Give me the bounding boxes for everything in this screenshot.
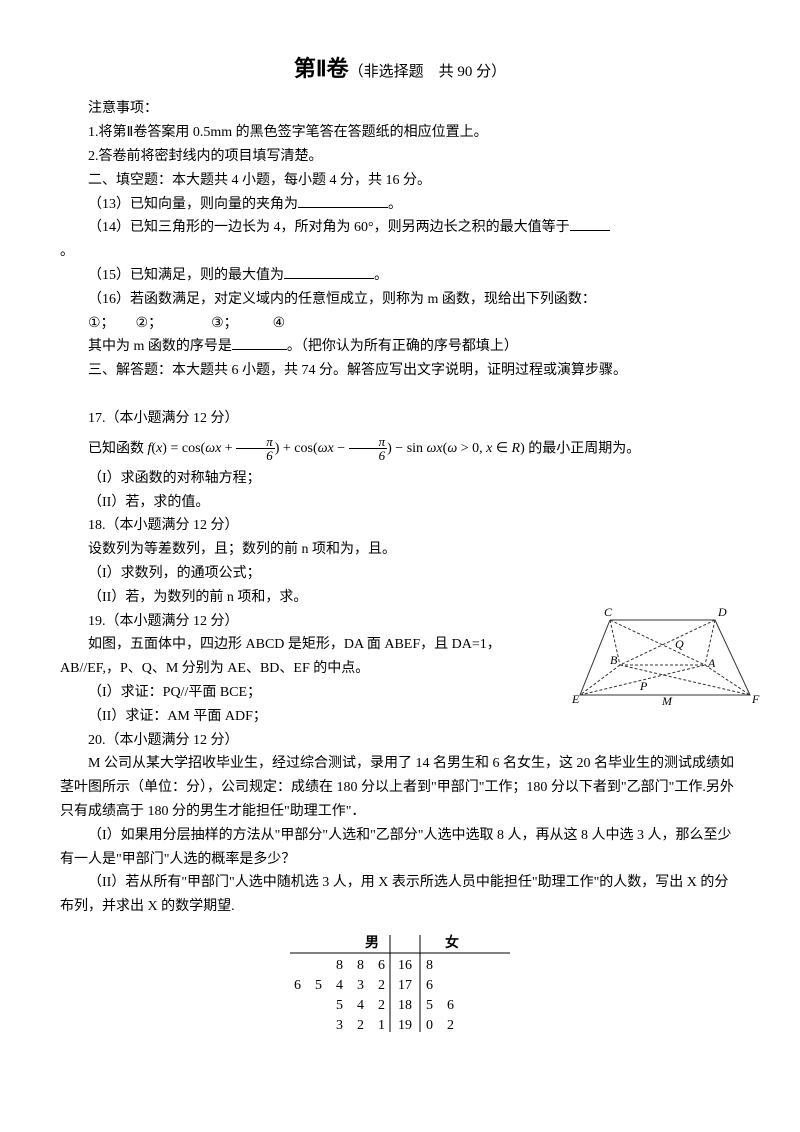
q19-body-text: 如图，五面体中，四边形 ABCD 是矩形，DA 面 ABEF，且 DA=1，AB… xyxy=(60,637,501,676)
notice-heading: 注意事项： xyxy=(60,97,740,121)
section2-heading: 二、填空题：本大题共 4 小题，每小题 4 分，共 16 分。 xyxy=(60,169,740,193)
notice-item-2: 2.答卷前将密封线内的项目填写清楚。 xyxy=(60,145,740,169)
q17-head: 17.（本小题满分 12 分） xyxy=(60,407,740,431)
q17-p1: （I）求函数的对称轴方程； xyxy=(60,467,740,491)
q14: （14）已知三角形的一边长为 4，所对角为 60°，则另两边长之积的最大值等于 xyxy=(60,216,740,240)
q19-wrap: 19.（本小题满分 12 分） 如图，五面体中，四边形 ABCD 是矩形，DA … xyxy=(60,610,740,729)
title-sub: （非选择题 共 90 分） xyxy=(349,64,507,80)
q20-p2: （II）若从所有"甲部门"人选中随机选 3 人，用 X 表示所选人员中能担任"助… xyxy=(60,871,740,919)
q20-head: 20.（本小题满分 12 分） xyxy=(60,729,740,753)
sl-r3-left: 3 2 1 xyxy=(336,1018,385,1033)
q13-text: （13）已知向量，则向量的夹角为 xyxy=(88,197,298,212)
notice-item-1: 1.将第Ⅱ卷答案用 0.5mm 的黑色签字笔答在答题纸的相应位置上。 xyxy=(60,121,740,145)
q17-formula: f(x) = cos(ωx + π6) + cos(ωx − π6) − sin… xyxy=(148,441,525,456)
sl-r1-left: 6 5 4 3 2 xyxy=(294,978,385,993)
q17-formula-line: 已知函数 f(x) = cos(ωx + π6) + cos(ωx − π6) … xyxy=(60,435,740,463)
stemleaf-header-right: 女 xyxy=(445,934,459,951)
q17-p2: （II）若，求的值。 xyxy=(60,491,740,515)
sl-r0-left: 8 8 6 xyxy=(336,958,385,973)
q15-text: （15）已知满足，则的最大值为 xyxy=(88,268,284,283)
blank-16 xyxy=(232,335,287,350)
sl-r0-stem: 16 xyxy=(398,958,412,973)
q17-pre: 已知函数 xyxy=(88,441,148,456)
label-B: B xyxy=(610,653,618,667)
blank-14 xyxy=(570,216,610,231)
q16c: 其中为 m 函数的序号是 。（把你认为所有正确的序号都填上） xyxy=(60,335,740,359)
sl-r2-left: 5 4 2 xyxy=(336,998,385,1013)
label-C: C xyxy=(604,605,613,619)
sl-r0-right: 8 xyxy=(426,958,433,973)
sl-r1-stem: 17 xyxy=(398,978,412,993)
q17-post: 的最小正周期为。 xyxy=(528,441,640,456)
label-F: F xyxy=(751,692,760,706)
q13-end: 。 xyxy=(388,197,402,212)
sl-r3-stem: 19 xyxy=(398,1018,412,1033)
blank-15 xyxy=(284,264,374,279)
q16b: ①； ②； ③； ④ xyxy=(60,312,740,336)
page-title: 第Ⅱ卷（非选择题 共 90 分） xyxy=(60,50,740,87)
sl-r1-right: 6 xyxy=(426,978,433,993)
geometry-diagram: C D B A E F P M Q xyxy=(570,600,760,720)
label-Q: Q xyxy=(675,637,684,651)
q14-end: 。 xyxy=(60,240,740,264)
q13: （13）已知向量，则向量的夹角为 。 xyxy=(60,193,740,217)
q18-p1: （I）求数列，的通项公式； xyxy=(60,562,740,586)
sl-r3-right: 0 2 xyxy=(426,1018,454,1033)
q18-head: 18.（本小题满分 12 分） xyxy=(60,514,740,538)
title-main: 第Ⅱ卷 xyxy=(294,56,349,81)
label-P: P xyxy=(639,679,648,693)
label-D: D xyxy=(717,605,727,619)
section3-heading: 三、解答题：本大题共 6 小题，共 74 分。解答应写出文字说明，证明过程或演算… xyxy=(60,359,740,383)
stemleaf-header-left: 男 xyxy=(365,935,379,951)
q16c-pre: 其中为 m 函数的序号是 xyxy=(88,339,232,354)
q20-body: M 公司从某大学招收毕业生，经过综合测试，录用了 14 名男生和 6 名女生，这… xyxy=(60,752,740,823)
stem-leaf-plot: 男 女 8 8 6 16 8 6 5 4 3 2 17 6 5 4 2 18 5… xyxy=(270,927,530,1037)
q15-end: 。 xyxy=(374,268,388,283)
q18-body: 设数列为等差数列，且；数列的前 n 项和为，且。 xyxy=(60,538,740,562)
q14-text: （14）已知三角形的一边长为 4，所对角为 60°，则另两边长之积的最大值等于 xyxy=(88,220,570,235)
sl-r2-right: 5 6 xyxy=(426,998,454,1013)
sl-r2-stem: 18 xyxy=(398,998,412,1013)
blank-13 xyxy=(298,193,388,208)
q15: （15）已知满足，则的最大值为 。 xyxy=(60,264,740,288)
label-A: A xyxy=(707,656,716,670)
label-E: E xyxy=(571,692,580,706)
label-M: M xyxy=(661,694,673,708)
q16a: （16）若函数满足，对定义域内的任意恒成立，则称为 m 函数，现给出下列函数： xyxy=(60,288,740,312)
q20-p1: （I）如果用分层抽样的方法从"甲部分"人选和"乙部分"人选中选取 8 人，再从这… xyxy=(60,824,740,872)
q16c-post: 。（把你认为所有正确的序号都填上） xyxy=(287,339,518,354)
